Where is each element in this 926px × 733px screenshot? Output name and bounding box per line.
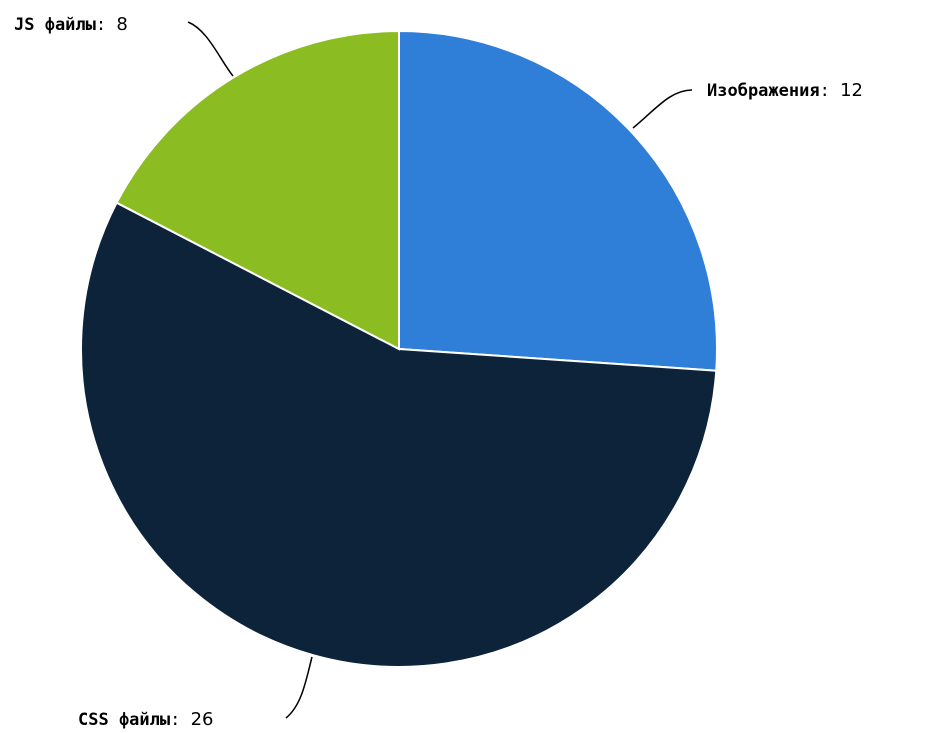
pie-slice-3[interactable] [115,29,400,351]
data-label-separator: : [96,15,116,35]
data-label-1: Изображения: 12 [707,80,863,101]
data-label-separator: : [170,710,190,730]
data-label-3: JS файлы: 8 [14,14,128,35]
pie-slice-1[interactable] [398,29,718,372]
leader-lines [187,21,693,719]
data-label-value: 26 [191,709,214,730]
data-label-value: 12 [840,80,863,101]
leader-line-2 [285,656,313,719]
data-label-value: 8 [116,14,127,35]
data-label-2: CSS файлы: 26 [78,709,214,730]
data-label-name: Изображения [707,81,820,101]
data-label-separator: : [820,81,840,101]
leader-line-3 [187,21,234,77]
data-labels: Изображения: 12 CSS файлы: 26 JS файлы: 8 [14,14,863,730]
pie-slices [80,29,718,668]
data-label-name: JS файлы [14,15,96,35]
pie-slice-2[interactable] [80,201,718,668]
leader-line-1 [632,89,693,129]
data-label-name: CSS файлы [78,710,170,730]
